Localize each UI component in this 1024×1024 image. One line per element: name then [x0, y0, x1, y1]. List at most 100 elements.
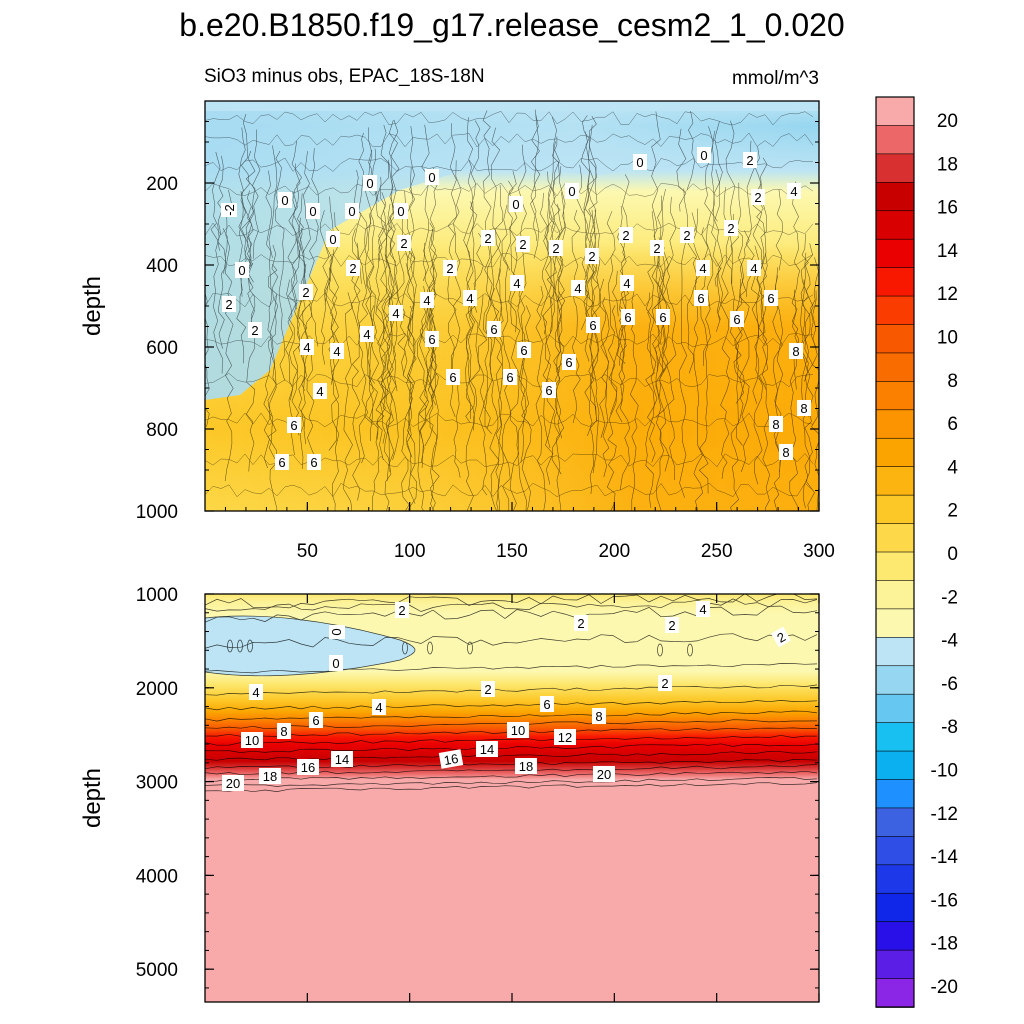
upper-contour-label: 0: [697, 147, 711, 163]
upper-contour-label: 8: [797, 400, 811, 416]
upper-contour-label: 4: [463, 290, 477, 306]
upper-contour: [406, 250, 416, 504]
colorbar-tick-label: -18: [931, 934, 958, 955]
upper-contour-label: 8: [769, 416, 783, 432]
upper-contour: [606, 211, 618, 511]
svg-text:16: 16: [301, 760, 315, 775]
upper-contour-label: 2: [751, 189, 765, 205]
lower-contour: [205, 594, 818, 609]
upper-contour-label: 6: [730, 311, 744, 327]
upper-xtick-label: 150: [496, 541, 528, 562]
upper-contour-h: [205, 222, 814, 237]
upper-contour-label: 2: [346, 260, 360, 276]
lower-contour: [205, 663, 818, 674]
svg-text:6: 6: [545, 383, 552, 398]
upper-contour: [551, 136, 562, 475]
svg-text:4: 4: [316, 384, 323, 399]
upper-contour: [582, 115, 593, 362]
upper-contour: [421, 124, 430, 282]
upper-contour: [711, 169, 721, 287]
colorbar-tick-label: -10: [931, 761, 958, 782]
svg-text:10: 10: [245, 733, 259, 748]
svg-text:4: 4: [750, 261, 757, 276]
colorbar-tick-label: 10: [937, 328, 958, 349]
colorbar-swatch: [875, 978, 915, 1008]
colorbar-swatch: [875, 96, 915, 127]
lower-contour-label: 18: [259, 768, 281, 784]
lower-contour-eddy: [657, 643, 663, 657]
svg-text:-2: -2: [222, 204, 237, 216]
svg-text:2: 2: [398, 603, 405, 618]
upper-contour-label: 6: [562, 354, 576, 370]
colorbar-tick-label: 6: [947, 414, 958, 435]
svg-text:2: 2: [661, 676, 668, 691]
svg-text:20: 20: [597, 767, 611, 782]
lower-contour: [205, 598, 818, 612]
colorbar-swatch: [875, 580, 915, 610]
svg-text:14: 14: [480, 742, 494, 757]
upper-xtick-label: 300: [803, 541, 835, 562]
upper-contour: [482, 110, 492, 434]
svg-text:6: 6: [490, 322, 497, 337]
upper-contour-label: 2: [619, 227, 633, 243]
upper-contour-h: [205, 452, 814, 468]
svg-text:4: 4: [375, 700, 382, 715]
upper-contour-label: 0: [306, 203, 320, 219]
lower-zero-contour: [205, 615, 416, 677]
lower-contour-label: 6: [540, 696, 554, 712]
upper-contour-h: [205, 182, 814, 198]
svg-text:6: 6: [278, 455, 285, 470]
units-label: mmol/m^3: [732, 68, 819, 89]
colorbar-swatch: [875, 665, 915, 695]
upper-contour: [302, 151, 311, 253]
upper-contour: [268, 145, 278, 258]
upper-contour-h: [205, 292, 814, 308]
upper-contour: [388, 120, 399, 460]
lower-contour: [205, 719, 818, 730]
lower-contour: [205, 605, 818, 623]
colorbar-swatch: [875, 693, 915, 724]
upper-contour-label: 6: [446, 369, 460, 385]
colorbar-swatch: [875, 409, 915, 440]
upper-xtick-label: 200: [598, 541, 630, 562]
upper-contour: [287, 190, 298, 456]
lower-contour: [205, 700, 818, 711]
upper-surface-band: [205, 101, 819, 111]
colorbar-tick-label: -2: [941, 587, 958, 608]
colorbar-swatch: [875, 836, 915, 866]
colorbar-tick-label: 12: [937, 284, 958, 305]
svg-text:6: 6: [543, 697, 550, 712]
upper-contour: [733, 182, 744, 404]
upper-contour-label: 2: [397, 235, 411, 251]
svg-text:6: 6: [589, 318, 596, 333]
svg-text:0: 0: [329, 628, 344, 635]
svg-text:4: 4: [790, 184, 797, 199]
upper-contour: [489, 288, 500, 511]
upper-contour-h: [205, 111, 814, 126]
svg-text:2: 2: [400, 236, 407, 251]
svg-text:2: 2: [519, 237, 526, 252]
upper-contour: [417, 293, 428, 511]
upper-contour: [490, 127, 501, 328]
upper-xtick-label: 250: [701, 541, 733, 562]
svg-text:4: 4: [623, 276, 630, 291]
lower-contour-label: 2: [395, 602, 409, 618]
upper-contour: [711, 130, 718, 222]
svg-text:2: 2: [727, 221, 734, 236]
colorbar-tick-label: 4: [947, 457, 958, 478]
colorbar-tick-label: 18: [937, 154, 958, 175]
colorbar-tick-label: 16: [937, 198, 958, 219]
colorbar-swatch: [875, 210, 915, 240]
upper-contour-label: 2: [585, 248, 599, 264]
upper-contour-label: 6: [694, 290, 708, 306]
colorbar-swatch: [875, 437, 915, 468]
svg-text:2: 2: [225, 297, 232, 312]
lower-contour-label: 4: [249, 684, 263, 700]
svg-text:6: 6: [310, 455, 317, 470]
upper-contour: [575, 164, 584, 213]
svg-text:6: 6: [520, 343, 527, 358]
upper-contour: [530, 114, 541, 241]
